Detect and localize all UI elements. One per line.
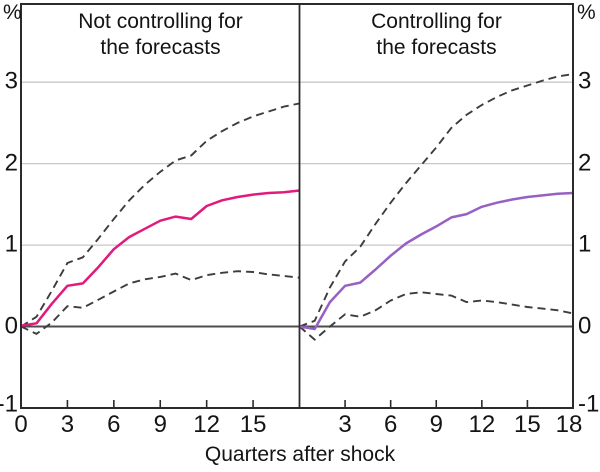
x-tick-label: 15 (239, 411, 267, 438)
x-tick-label: 12 (193, 411, 221, 438)
y-tick-label: 1 (578, 230, 592, 258)
x-tick-label: 6 (107, 411, 121, 438)
line-response-estimate (20, 189, 300, 327)
y-tick-label: -1 (0, 390, 18, 418)
x-tick-label: 9 (429, 411, 443, 438)
x-tick-label: 15 (514, 411, 541, 438)
x-tick-label: 18 (555, 411, 583, 438)
line-upper-confidence-band (20, 102, 300, 328)
line-upper-confidence-band (299, 73, 574, 328)
x-tick-label: 3 (338, 411, 352, 438)
y-axis-unit-left: % (3, 1, 22, 24)
panel-title-right: Controlling for the forecasts (371, 10, 502, 59)
x-tick-label: 6 (383, 411, 398, 438)
y-axis-unit-right: % (577, 1, 596, 24)
x-tick-label: 9 (153, 411, 167, 438)
panel-title-left: Not controlling for the forecasts (78, 10, 243, 59)
x-axis-label: Quarters after shock (204, 443, 396, 466)
line-lower-confidence-band (298, 291, 574, 341)
x-tick-label: 0 (14, 411, 28, 438)
y-tick-label: 2 (578, 149, 592, 177)
plot-frame (20, 3, 574, 409)
y-tick-label: 0 (578, 311, 592, 339)
y-tick-label: 3 (4, 67, 18, 95)
y-tick-label: 3 (578, 67, 592, 95)
y-tick-label: 1 (4, 230, 18, 258)
x-tick-label: 12 (468, 411, 496, 438)
line-response-estimate (299, 191, 574, 331)
y-tick-label: 0 (4, 311, 18, 339)
line-lower-confidence-band (20, 270, 300, 335)
y-tick-label: 2 (4, 149, 18, 177)
x-tick-label: 3 (60, 411, 75, 438)
y-tick-label: -1 (578, 390, 600, 418)
